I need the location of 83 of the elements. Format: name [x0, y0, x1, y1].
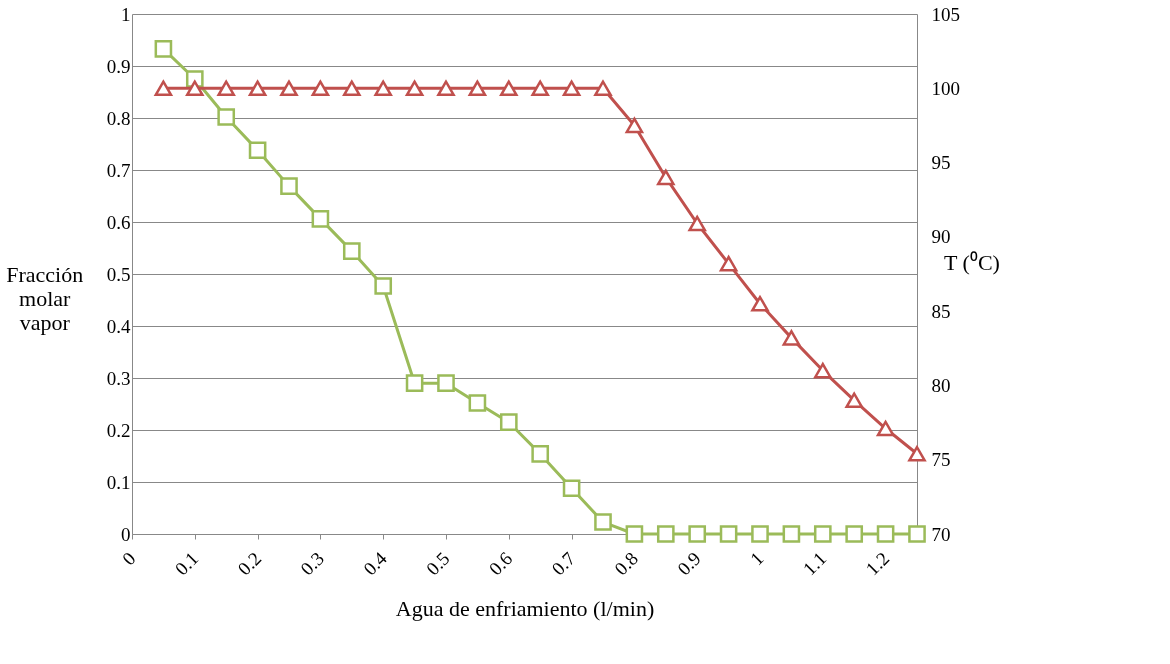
- x-tick-label: 0.2: [233, 547, 266, 580]
- point: [342, 242, 361, 260]
- point: [562, 479, 581, 498]
- point: [688, 525, 707, 543]
- y-tick-label: 0.4: [106, 315, 131, 337]
- point: [248, 80, 267, 97]
- y-tick-label: 1: [121, 3, 131, 25]
- y2-tick-label: 70: [931, 523, 951, 545]
- point: [751, 525, 769, 543]
- y2-tick-label: 85: [931, 300, 951, 322]
- point: [845, 525, 864, 543]
- point: [154, 40, 173, 58]
- point: [248, 141, 267, 160]
- y-tick-label: 0.2: [106, 419, 131, 441]
- point: [625, 525, 644, 543]
- x-tick-label: 0.5: [421, 547, 454, 580]
- y2-tick-label: 90: [931, 226, 951, 248]
- y-tick-label: 0.6: [106, 211, 131, 233]
- y2-tick-label: 80: [931, 374, 951, 396]
- y-tick-label: 0.8: [106, 107, 131, 129]
- y-tick-label: 0.1: [106, 471, 131, 493]
- point: [468, 394, 487, 412]
- y-axis-title: Fracción molar vapor: [6, 261, 84, 335]
- point: [531, 80, 550, 97]
- point: [374, 277, 393, 295]
- point: [311, 80, 330, 97]
- point: [374, 80, 393, 97]
- point: [154, 80, 173, 97]
- point: [468, 80, 487, 97]
- point: [908, 525, 926, 543]
- point: [656, 525, 675, 543]
- point: [751, 295, 769, 312]
- point: [908, 445, 926, 462]
- point: [531, 445, 550, 463]
- x-tick-label: 0.7: [547, 547, 580, 580]
- point: [719, 255, 738, 272]
- x-tick-label: 0.4: [359, 547, 392, 580]
- y-tick-label: 0.7: [106, 159, 131, 181]
- point: [437, 80, 455, 97]
- point: [499, 80, 518, 97]
- x-axis-title: Agua de enfriamiento (l/min): [395, 596, 655, 622]
- point: [499, 413, 518, 432]
- y-tick-label: 0.9: [106, 55, 131, 77]
- x-tick-label: 0.6: [484, 547, 517, 580]
- point: [185, 80, 204, 97]
- y2-tick-label: 100: [931, 77, 960, 99]
- y-tick-label: 0.5: [106, 263, 131, 285]
- point: [876, 525, 895, 543]
- point: [782, 525, 801, 543]
- y-tick-label: 0: [121, 523, 131, 545]
- point: [594, 80, 612, 97]
- point: [437, 374, 455, 393]
- point: [311, 210, 330, 228]
- y2-tick-label: 75: [931, 449, 951, 471]
- point: [845, 392, 864, 409]
- point: [280, 80, 298, 97]
- point: [342, 80, 361, 97]
- x-tick-label: 0.8: [610, 547, 642, 580]
- y2-axis-title: T (⁰C): [944, 249, 1000, 275]
- point: [876, 420, 895, 437]
- y2-tick-label: 95: [931, 152, 951, 174]
- point: [217, 80, 236, 97]
- x-tick-label: 0.1: [170, 547, 203, 580]
- point: [813, 525, 832, 543]
- x-tick-label: 1.2: [861, 547, 894, 580]
- y2-tick-label: 105: [931, 3, 960, 25]
- point: [719, 525, 738, 543]
- x-tick-label: 1.1: [798, 547, 831, 580]
- x-tick-label: 0.9: [673, 547, 705, 580]
- point: [280, 177, 298, 195]
- x-tick-label: 0.3: [296, 547, 328, 580]
- y-tick-label: 0.3: [106, 367, 131, 389]
- point: [405, 374, 424, 393]
- point: [813, 362, 832, 379]
- point: [562, 80, 581, 97]
- point: [594, 513, 612, 531]
- point: [656, 169, 675, 186]
- point: [782, 330, 801, 346]
- point: [625, 117, 644, 134]
- point: [688, 215, 707, 232]
- point: [217, 108, 236, 126]
- point: [405, 80, 424, 97]
- x-tick-label: 1: [746, 547, 768, 570]
